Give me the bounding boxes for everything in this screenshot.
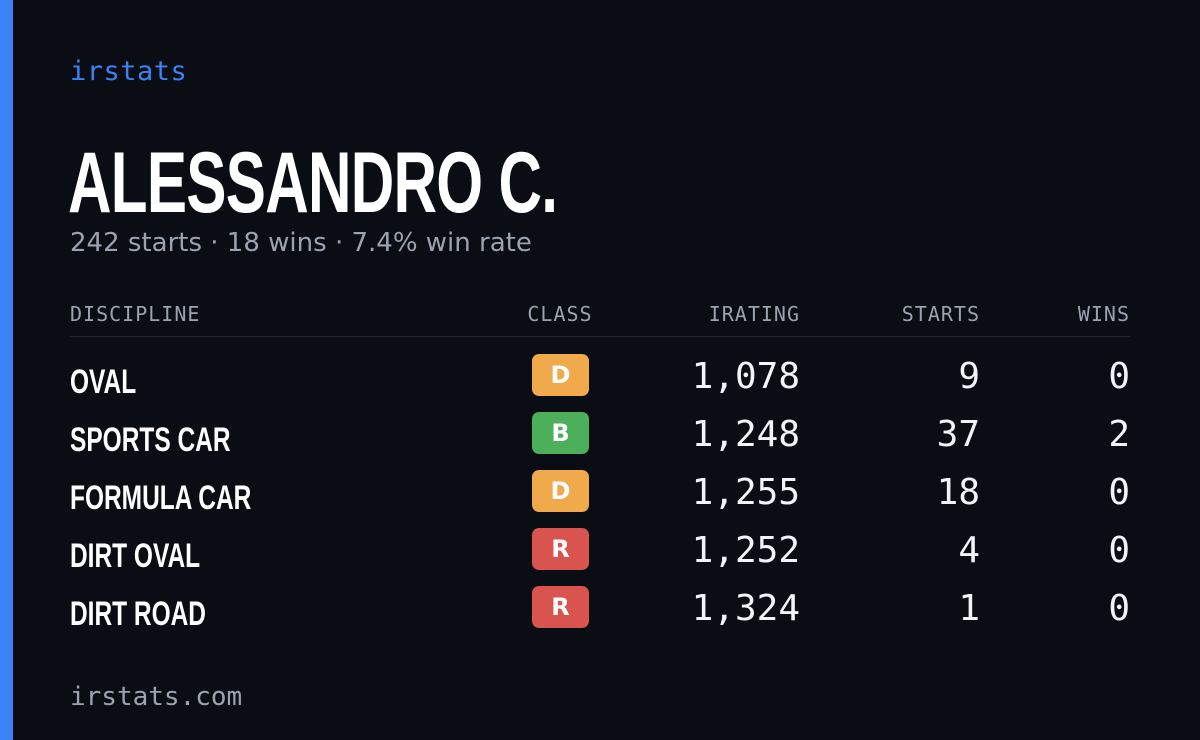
class-badge: B — [532, 412, 589, 454]
header-starts: STARTS — [901, 302, 980, 326]
irating-value: 1,255 — [691, 472, 800, 513]
starts-value: 37 — [936, 414, 980, 455]
header-discipline: DISCIPLINE — [70, 302, 201, 326]
header-class: CLASS — [527, 302, 593, 326]
class-badge: R — [532, 528, 589, 570]
header-wins: WINS — [1077, 302, 1130, 326]
wins-value: 0 — [1108, 588, 1130, 629]
wins-value: 0 — [1108, 472, 1130, 513]
summary-wins: 18 wins — [226, 228, 327, 258]
discipline-label: DIRT OVAL — [70, 537, 201, 575]
discipline-label: FORMULA CAR — [70, 479, 252, 517]
starts-value: 9 — [958, 356, 980, 397]
table-row: SPORTS CAR B 1,248 37 2 — [0, 412, 1200, 470]
brand-logo[interactable]: irstats — [70, 56, 188, 87]
footer-url[interactable]: irstats.com — [70, 682, 243, 712]
summary-separator: · — [210, 228, 219, 258]
irating-value: 1,078 — [691, 356, 800, 397]
starts-value: 4 — [958, 530, 980, 571]
class-badge: D — [532, 470, 589, 512]
driver-summary: 242 starts · 18 wins · 7.4% win rate — [70, 228, 532, 258]
discipline-label: OVAL — [70, 363, 137, 401]
table-row: DIRT OVAL R 1,252 4 0 — [0, 528, 1200, 586]
table-row: FORMULA CAR D 1,255 18 0 — [0, 470, 1200, 528]
summary-separator: · — [334, 228, 344, 258]
wins-value: 0 — [1108, 356, 1130, 397]
header-divider — [70, 336, 1130, 337]
accent-bar — [0, 0, 13, 740]
table-row: OVAL D 1,078 9 0 — [0, 354, 1200, 412]
class-badge: R — [532, 586, 589, 628]
irating-value: 1,324 — [691, 588, 800, 629]
starts-value: 1 — [958, 588, 980, 629]
wins-value: 0 — [1108, 530, 1130, 571]
driver-name: ALESSANDRO C. — [68, 135, 558, 231]
table-row: DIRT ROAD R 1,324 1 0 — [0, 586, 1200, 644]
wins-value: 2 — [1108, 414, 1130, 455]
irating-value: 1,248 — [691, 414, 800, 455]
summary-win-rate: 7.4% win rate — [351, 228, 532, 258]
starts-value: 18 — [936, 472, 980, 513]
discipline-label: SPORTS CAR — [70, 421, 231, 459]
header-irating: IRATING — [708, 302, 800, 326]
summary-starts: 242 starts — [70, 228, 202, 258]
irating-value: 1,252 — [691, 530, 800, 571]
discipline-label: DIRT ROAD — [70, 595, 207, 633]
class-badge: D — [532, 354, 589, 396]
